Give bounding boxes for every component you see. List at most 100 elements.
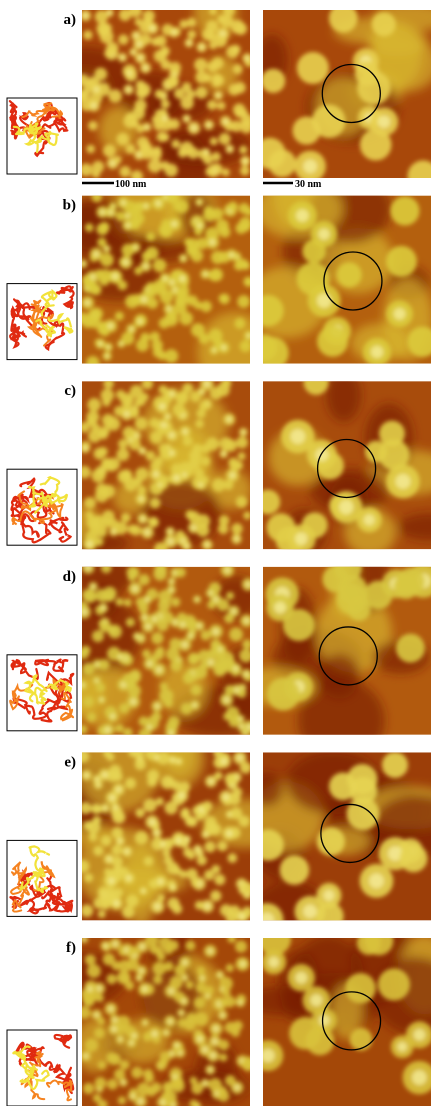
feature [96, 223, 108, 235]
feature [162, 611, 174, 623]
feature [238, 452, 246, 460]
feature [146, 232, 155, 241]
feature [167, 191, 179, 203]
feature-peak [169, 450, 174, 455]
feature-peak [127, 71, 132, 76]
feature [159, 427, 167, 435]
feature [137, 1082, 151, 1096]
feature-peak [107, 857, 112, 862]
feature-peak [108, 323, 114, 329]
feature-peak [121, 1080, 125, 1084]
feature-peak [234, 537, 239, 542]
feature-peak [137, 319, 142, 324]
feature [156, 797, 164, 805]
feature-peak [141, 889, 145, 893]
feature-peak [213, 628, 219, 634]
feature-peak [230, 472, 236, 478]
feature [240, 121, 253, 134]
feature-peak [244, 618, 250, 624]
feature-peak [91, 584, 95, 588]
feature-peak [169, 432, 175, 438]
feature-peak [145, 624, 151, 630]
feature [85, 1038, 98, 1051]
feature-peak [317, 293, 332, 308]
feature [125, 981, 134, 990]
feature-peak [200, 390, 204, 394]
feature [209, 7, 217, 15]
feature-peak [198, 200, 202, 204]
feature-peak [371, 346, 384, 359]
feature-peak [397, 1042, 407, 1052]
feature-peak [81, 609, 87, 615]
feature [208, 1078, 222, 1092]
feature-peak [105, 354, 109, 358]
feature [347, 797, 380, 830]
feature [119, 166, 130, 177]
feature [86, 145, 95, 154]
feature [103, 587, 117, 601]
feature [231, 523, 242, 534]
feature [379, 421, 405, 447]
feature [185, 981, 193, 989]
feature [159, 224, 170, 235]
feature-peak [233, 666, 238, 671]
feature-peak [118, 655, 123, 660]
feature-peak [134, 33, 139, 38]
feature-peak [200, 976, 204, 980]
feature [124, 599, 132, 607]
feature-peak [303, 904, 317, 918]
feature-peak [147, 725, 152, 730]
feature-peak [191, 525, 196, 530]
feature-peak [204, 903, 210, 909]
feature [245, 208, 253, 216]
feature-peak [132, 1033, 137, 1038]
feature [235, 23, 247, 35]
feature [151, 37, 160, 46]
feature [88, 121, 98, 131]
feature [96, 683, 105, 692]
feature [187, 817, 197, 827]
feature [217, 841, 227, 851]
feature [147, 769, 159, 781]
feature-peak [108, 1006, 114, 1012]
feature [83, 1083, 94, 1094]
feature [329, 773, 357, 801]
feature [153, 567, 167, 581]
feature [118, 34, 129, 45]
feature-peak [229, 252, 234, 257]
feature-peak [207, 948, 213, 954]
feature-peak [237, 755, 243, 761]
feature [84, 497, 96, 509]
feature-peak [142, 986, 148, 992]
feature [89, 833, 98, 842]
feature [101, 563, 112, 574]
feature [199, 401, 208, 410]
feature [190, 684, 201, 695]
feature [94, 1028, 105, 1039]
feature [240, 166, 250, 176]
feature [128, 573, 136, 581]
feature-peak [208, 1067, 213, 1072]
afm-image-detail [256, 370, 431, 556]
feature-peak [131, 1094, 136, 1099]
feature-peak [315, 448, 329, 462]
feature-peak [168, 529, 172, 533]
feature-peak [210, 1052, 216, 1058]
feature [100, 622, 111, 633]
feature-peak [81, 262, 85, 266]
feature [116, 390, 125, 399]
feature-peak [145, 597, 149, 601]
feature-peak [224, 567, 230, 573]
feature [122, 673, 134, 685]
feature [143, 10, 155, 22]
feature [185, 940, 195, 950]
feature [221, 988, 230, 997]
panel-label: b) [63, 198, 76, 214]
feature-peak [290, 429, 305, 444]
feature-peak [102, 772, 107, 777]
feature [152, 340, 163, 351]
feature-peak [158, 483, 162, 487]
feature-peak [189, 634, 193, 638]
feature [126, 894, 138, 906]
afm-image-detail [242, 920, 431, 1106]
